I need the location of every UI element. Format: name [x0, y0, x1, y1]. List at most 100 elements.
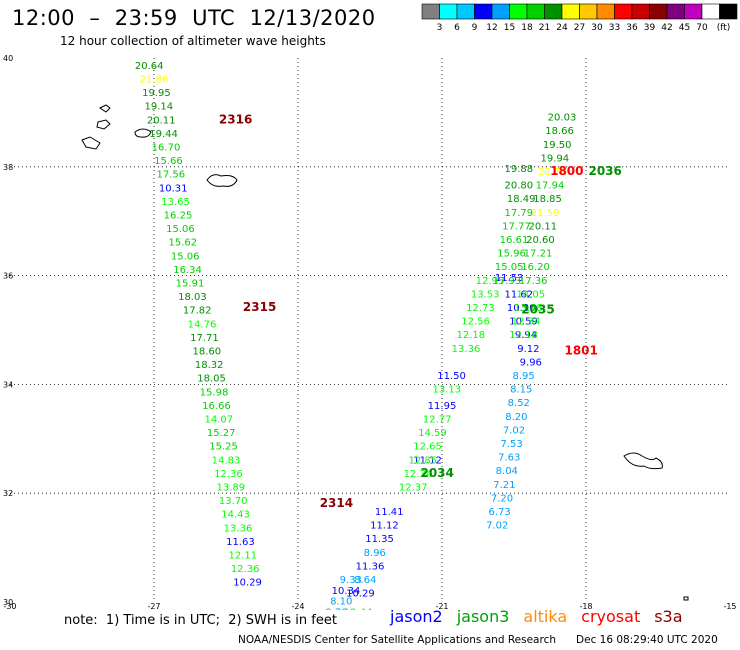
swh-label-altika: 17.21 [524, 249, 553, 260]
swh-label-jason3: 12.56 [461, 317, 490, 328]
swh-label-cryosat: 18.05 [197, 374, 226, 385]
chart-subtitle: 12 hour collection of altimeter wave hei… [60, 34, 326, 48]
swh-label-jason3: 15.96 [497, 249, 526, 260]
swh-label-jason3: 20.80 [504, 181, 533, 192]
swh-label-cryosat: 11.63 [226, 537, 255, 548]
swh-label-cryosat: 16.25 [164, 210, 193, 221]
colorbar-tick-label: 30 [591, 23, 603, 33]
swh-label-cryosat: 21.86 [140, 74, 169, 85]
swh-label-altika: 20.11 [528, 221, 557, 232]
swh-label-altika: 21.59 [531, 208, 560, 219]
swh-label-s3a: 7.20 [491, 493, 513, 504]
pass-time-label: 2315 [243, 300, 276, 314]
colorbar-tick-label: 15 [504, 23, 515, 33]
swh-label-jason3: 14.59 [418, 428, 447, 439]
swh-label-jason2: 10.30 [507, 303, 536, 314]
y-tick-label: 40 [3, 54, 13, 63]
swh-label-cryosat: 10.29 [233, 578, 262, 589]
note-text: note: 1) Time is in UTC; 2) SWH is in fe… [64, 613, 337, 628]
legend-item-jason2: jason2 [390, 607, 443, 626]
swh-label-cryosat: 14.43 [221, 510, 250, 521]
y-tick-label: 34 [3, 380, 13, 389]
swh-label-cryosat: 17.82 [183, 306, 212, 317]
colorbar-tick-label: 70 [696, 23, 708, 33]
swh-label-s3a: 8.20 [505, 412, 527, 423]
swh-label-jason3: 17.77 [502, 221, 531, 232]
colorbar-tick-label: 12 [486, 23, 497, 33]
swh-label-jason2: 11.12 [370, 521, 399, 532]
legend-item-cryosat: cryosat [581, 607, 641, 626]
swh-label-cryosat: 14.07 [204, 414, 233, 425]
swh-label-cryosat: 15.25 [209, 442, 238, 453]
island-outline [683, 596, 689, 601]
swh-label-jason2: 11.35 [365, 534, 394, 545]
swh-label-jason2: 11.53 [495, 273, 524, 284]
x-tick-label: -24 [291, 602, 304, 610]
swh-label-cryosat: 10.31 [159, 183, 188, 194]
swh-label-cryosat: 18.03 [178, 292, 207, 303]
swh-label-jason3: 13.53 [471, 289, 500, 300]
x-tick-label: -15 [723, 602, 736, 610]
swh-label-altika: 20.03 [548, 113, 577, 124]
swh-label-cryosat: 16.70 [152, 142, 181, 153]
swh-label-cryosat: 12.36 [231, 564, 260, 575]
swh-label-s3a: 7.21 [493, 480, 515, 491]
colorbar-tick-label: 45 [679, 23, 690, 33]
swh-label-s3a: 8.95 [512, 371, 534, 382]
swh-label-jason3: 12.85 [408, 455, 437, 466]
swh-label-cryosat: 12.36 [214, 469, 243, 480]
swh-label-jason2: 11.62 [504, 289, 533, 300]
y-tick-label: 30 [3, 598, 13, 607]
swh-label-jason2: 8.96 [364, 548, 386, 559]
colorbar-tick-label: 39 [644, 23, 656, 33]
swh-label-jason3: 12.73 [466, 303, 495, 314]
swh-label-cryosat: 15.91 [176, 278, 205, 289]
island-outline [99, 104, 111, 113]
y-tick-label: 32 [3, 489, 13, 498]
swh-label-jason2: 9.96 [520, 357, 542, 368]
swh-label-altika: 17.94 [536, 181, 565, 192]
swh-label-cryosat: 19.14 [144, 102, 173, 113]
swh-label-cryosat: 15.06 [171, 251, 200, 262]
altimeter-map: -30 -27 -24 -21 -18 -15 30 32 34 36 38 40 20.64 21.86… [3, 54, 737, 610]
swh-label-s3a: 6.73 [488, 507, 510, 518]
swh-label-cryosat: 12.11 [228, 550, 257, 561]
swh-label-jason2: 11.95 [428, 401, 457, 412]
x-tick-label: -21 [435, 602, 448, 610]
swh-label-jason2: 9.12 [517, 344, 539, 355]
island-outline [134, 128, 152, 138]
swh-label-cryosat: 17.71 [190, 333, 219, 344]
colorbar-tick-label: 18 [521, 23, 533, 33]
swh-label-s3a: 8.15 [510, 385, 532, 396]
island-outline [623, 452, 663, 470]
swh-label-cryosat: 19.95 [142, 88, 171, 99]
legend-item-altika: altika [523, 607, 568, 626]
swh-label-jason2: 9.94 [515, 330, 537, 341]
swh-label-jason3: 19.88 [504, 164, 533, 175]
swh-label-s3a: 12.44 [344, 608, 373, 610]
swh-label-cryosat: 14.83 [212, 455, 241, 466]
swh-label-s3a: 7.53 [500, 439, 522, 450]
swh-label-cryosat: 13.89 [216, 482, 245, 493]
colorbar-tick-label: 33 [609, 23, 620, 33]
swh-label-jason3: 13.36 [452, 344, 481, 355]
pass-time-label: 2036 [588, 164, 621, 178]
swh-label-altika: 17.36 [519, 276, 548, 287]
legend-item-jason3: jason3 [456, 607, 510, 626]
swh-label-cryosat: 16.34 [173, 265, 202, 276]
swh-label-s3a: 7.63 [498, 453, 520, 464]
pass-time-label: 2314 [320, 496, 353, 510]
pass-time-label: 1801 [564, 343, 597, 357]
swh-label-s3a: 9.33 [340, 575, 362, 586]
swh-label-cryosat: 13.70 [219, 496, 248, 507]
swh-label-s3a: 8.52 [508, 398, 530, 409]
swh-label-cryosat: 18.32 [195, 360, 224, 371]
swh-label-altika: 20.60 [526, 235, 555, 246]
island-outline [81, 136, 101, 150]
colorbar-tick-label: 27 [574, 23, 585, 33]
colorbar-swatch [719, 3, 738, 20]
colorbar-tick-label: 3 [437, 23, 443, 33]
swh-label-altika: 14.05 [516, 289, 545, 300]
chart-title: 12:00 – 23:59 UTC 12/13/2020 [12, 6, 376, 30]
swh-label-jason3: 16.61 [500, 235, 529, 246]
